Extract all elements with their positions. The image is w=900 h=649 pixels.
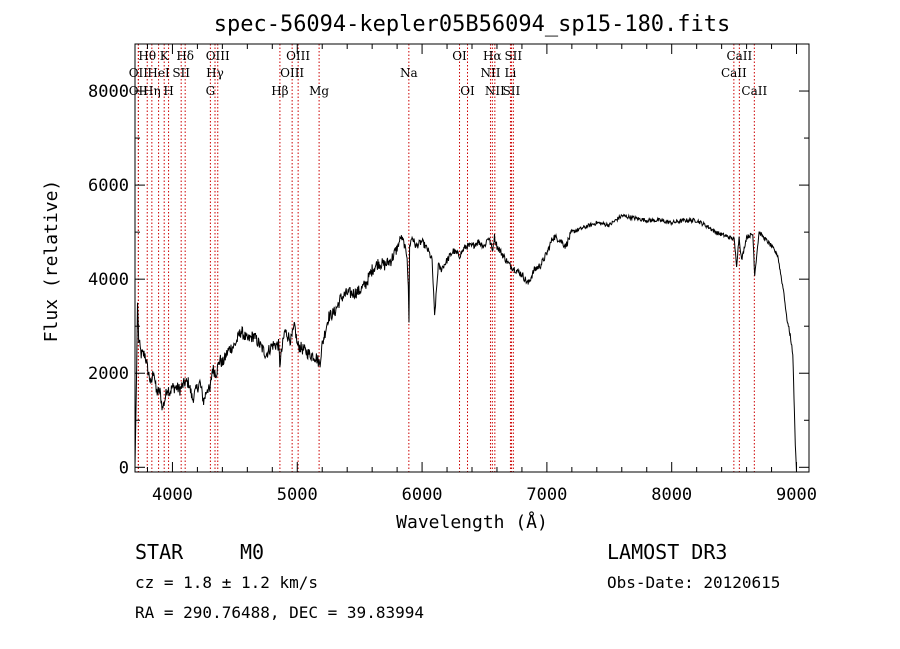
emission-line-label: Hβ: [271, 84, 288, 98]
emission-line-label: OI: [452, 49, 467, 63]
object-class: STAR: [135, 540, 184, 564]
chart-title: spec-56094-kepler05B56094_sp15-180.fits: [214, 12, 731, 37]
emission-line-markers: [137, 44, 755, 472]
emission-line-label: HeI: [147, 66, 170, 80]
emission-line-label: Li: [505, 66, 517, 80]
x-axis: 4000 5000 6000 7000 8000 9000: [146, 44, 817, 505]
emission-line-labels: OIIOIIHθHηHeIKHSIIHδGHγOIIIHβOIIIOIIIMgN…: [129, 49, 768, 98]
x-axis-label: Wavelength (Å): [396, 511, 548, 533]
y-axis: 0 2000 4000 6000 8000: [88, 82, 809, 478]
emission-line-label: CaII: [726, 49, 752, 63]
emission-line-label: SII: [504, 49, 522, 63]
emission-line-label: H: [163, 84, 173, 98]
observation-date: Obs-Date: 20120615: [607, 573, 781, 592]
plot-area: [134, 213, 797, 473]
x-tick-label: 8000: [651, 485, 692, 505]
spectral-subclass: M0: [240, 540, 265, 564]
emission-line-label: CaII: [721, 66, 747, 80]
emission-line-label: OI: [460, 84, 475, 98]
emission-line-label: CaII: [741, 84, 767, 98]
coordinates: RA = 290.76488, DEC = 39.83994: [135, 603, 424, 622]
y-tick-label: 0: [119, 458, 129, 478]
emission-line-label: SII: [503, 84, 521, 98]
emission-line-label: Hδ: [176, 49, 194, 63]
emission-line-label: Hγ: [206, 66, 224, 80]
emission-line-label: Hη: [143, 84, 161, 98]
emission-line-label: OIII: [286, 49, 310, 63]
spectrum-line: [134, 213, 797, 473]
emission-line-label: OIII: [280, 66, 304, 80]
y-tick-label: 4000: [88, 270, 129, 290]
x-tick-label: 9000: [776, 485, 817, 505]
y-tick-label: 8000: [88, 82, 129, 102]
emission-line-label: SII: [172, 66, 190, 80]
emission-line-label: OIII: [206, 49, 230, 63]
plot-frame: [134, 43, 810, 473]
y-tick-label: 6000: [88, 176, 129, 196]
x-tick-label: 4000: [152, 485, 193, 505]
y-tick-label: 2000: [88, 364, 129, 384]
emission-line-label: NII: [485, 84, 505, 98]
x-tick-label: 6000: [402, 485, 443, 505]
y-axis-label: Flux (relative): [41, 180, 62, 343]
x-tick-label: 5000: [277, 485, 318, 505]
survey-name: LAMOST DR3: [607, 540, 728, 564]
emission-line-label: Mg: [309, 84, 329, 98]
x-tick-label: 7000: [526, 485, 567, 505]
emission-line-label: Hθ: [138, 49, 156, 63]
emission-line-label: OII: [129, 66, 149, 80]
emission-line-label: K: [160, 49, 170, 63]
emission-line-label: Hα: [483, 49, 502, 63]
emission-line-label: Na: [400, 66, 418, 80]
emission-line-label: G: [206, 84, 216, 98]
emission-line-label: NII: [480, 66, 500, 80]
redshift-value: cz = 1.8 ± 1.2 km/s: [135, 573, 319, 592]
